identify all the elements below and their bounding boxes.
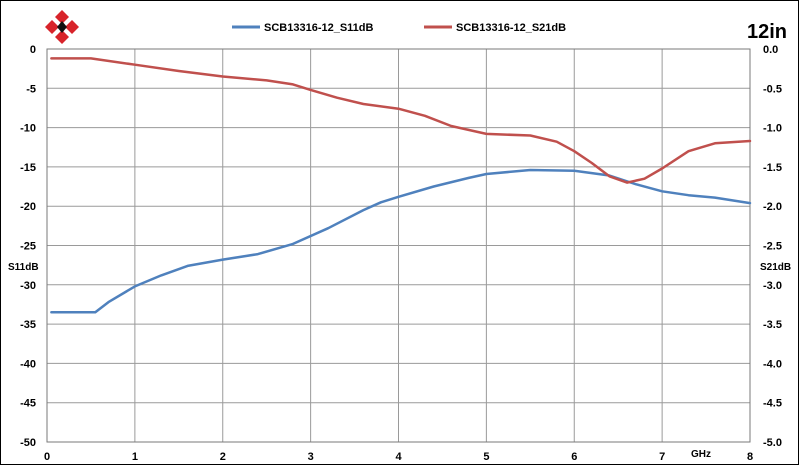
y-left-tick-label: -15 [20, 162, 36, 174]
series-line-s11 [50, 168, 752, 314]
legend: SCB13316-12_S11dB SCB13316-12_S21dB [232, 22, 566, 34]
y-right-tick-label: -2.5 [763, 241, 782, 253]
y-right-tick-label: -3.5 [763, 319, 782, 331]
brand-logo [45, 10, 79, 44]
x-tick-label: 6 [571, 451, 577, 463]
x-tick-label: 1 [132, 451, 138, 463]
x-tick-label: 2 [220, 451, 226, 463]
legend-label-s11: SCB13316-12_S11dB [264, 22, 374, 34]
y-left-tick-label: -10 [20, 123, 36, 135]
y-left-tick-label: -50 [20, 437, 36, 449]
plot-area [46, 48, 751, 443]
x-tick-label: 4 [395, 451, 402, 463]
x-tick-label: 0 [44, 451, 50, 463]
y-axis-left-label: S11dB [8, 262, 39, 273]
y-right-tick-label: -3.0 [763, 280, 782, 292]
y-left-tick-label: -30 [20, 280, 36, 292]
x-tick-label: 5 [483, 451, 489, 463]
y-right-tick-label: -4.5 [763, 398, 782, 410]
y-left-tick-label: 0 [30, 44, 36, 56]
y-left-tick-label: -35 [20, 319, 36, 331]
tick-labels: 0 1 2 3 4 5 6 7 8 0 -5 -10 -15 -20 -25 -30 -35 -40 -45 -50 0… [20, 44, 782, 463]
x-tick-label: 3 [308, 451, 314, 463]
y-left-tick-label: -40 [20, 358, 36, 370]
y-left-tick-label: -45 [20, 398, 36, 410]
y-axis-right-label: S21dB [760, 262, 791, 273]
y-right-tick-label: 0.0 [763, 44, 778, 56]
x-tick-label: 8 [747, 451, 753, 463]
legend-label-s21: SCB13316-12_S21dB [456, 22, 566, 34]
x-tick-label: 7 [659, 451, 665, 463]
x-axis-label: GHz [691, 449, 711, 460]
y-left-tick-label: -20 [20, 201, 36, 213]
series [50, 57, 752, 314]
y-right-tick-label: -5.0 [763, 437, 782, 449]
length-badge: 12in [747, 21, 787, 43]
y-right-tick-label: -1.0 [763, 123, 782, 135]
y-left-tick-label: -5 [26, 83, 36, 95]
y-right-tick-label: -1.5 [763, 162, 782, 174]
y-right-tick-label: -0.5 [763, 83, 782, 95]
y-right-tick-label: -4.0 [763, 358, 782, 370]
series-line-s21 [50, 57, 752, 184]
y-left-tick-label: -25 [20, 241, 36, 253]
grid [46, 48, 751, 443]
y-right-tick-label: -2.0 [763, 201, 782, 213]
